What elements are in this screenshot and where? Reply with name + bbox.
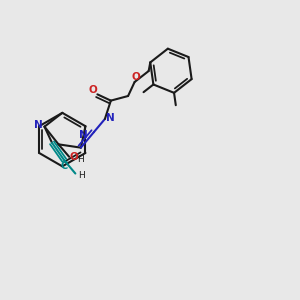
Text: N: N: [34, 120, 43, 130]
Text: N: N: [79, 130, 88, 140]
Text: C: C: [60, 161, 67, 171]
Text: H: H: [79, 171, 85, 180]
Text: H: H: [77, 154, 83, 164]
Text: O: O: [131, 72, 140, 82]
Text: N: N: [106, 113, 115, 123]
Text: O: O: [70, 152, 79, 162]
Text: O: O: [88, 85, 97, 95]
